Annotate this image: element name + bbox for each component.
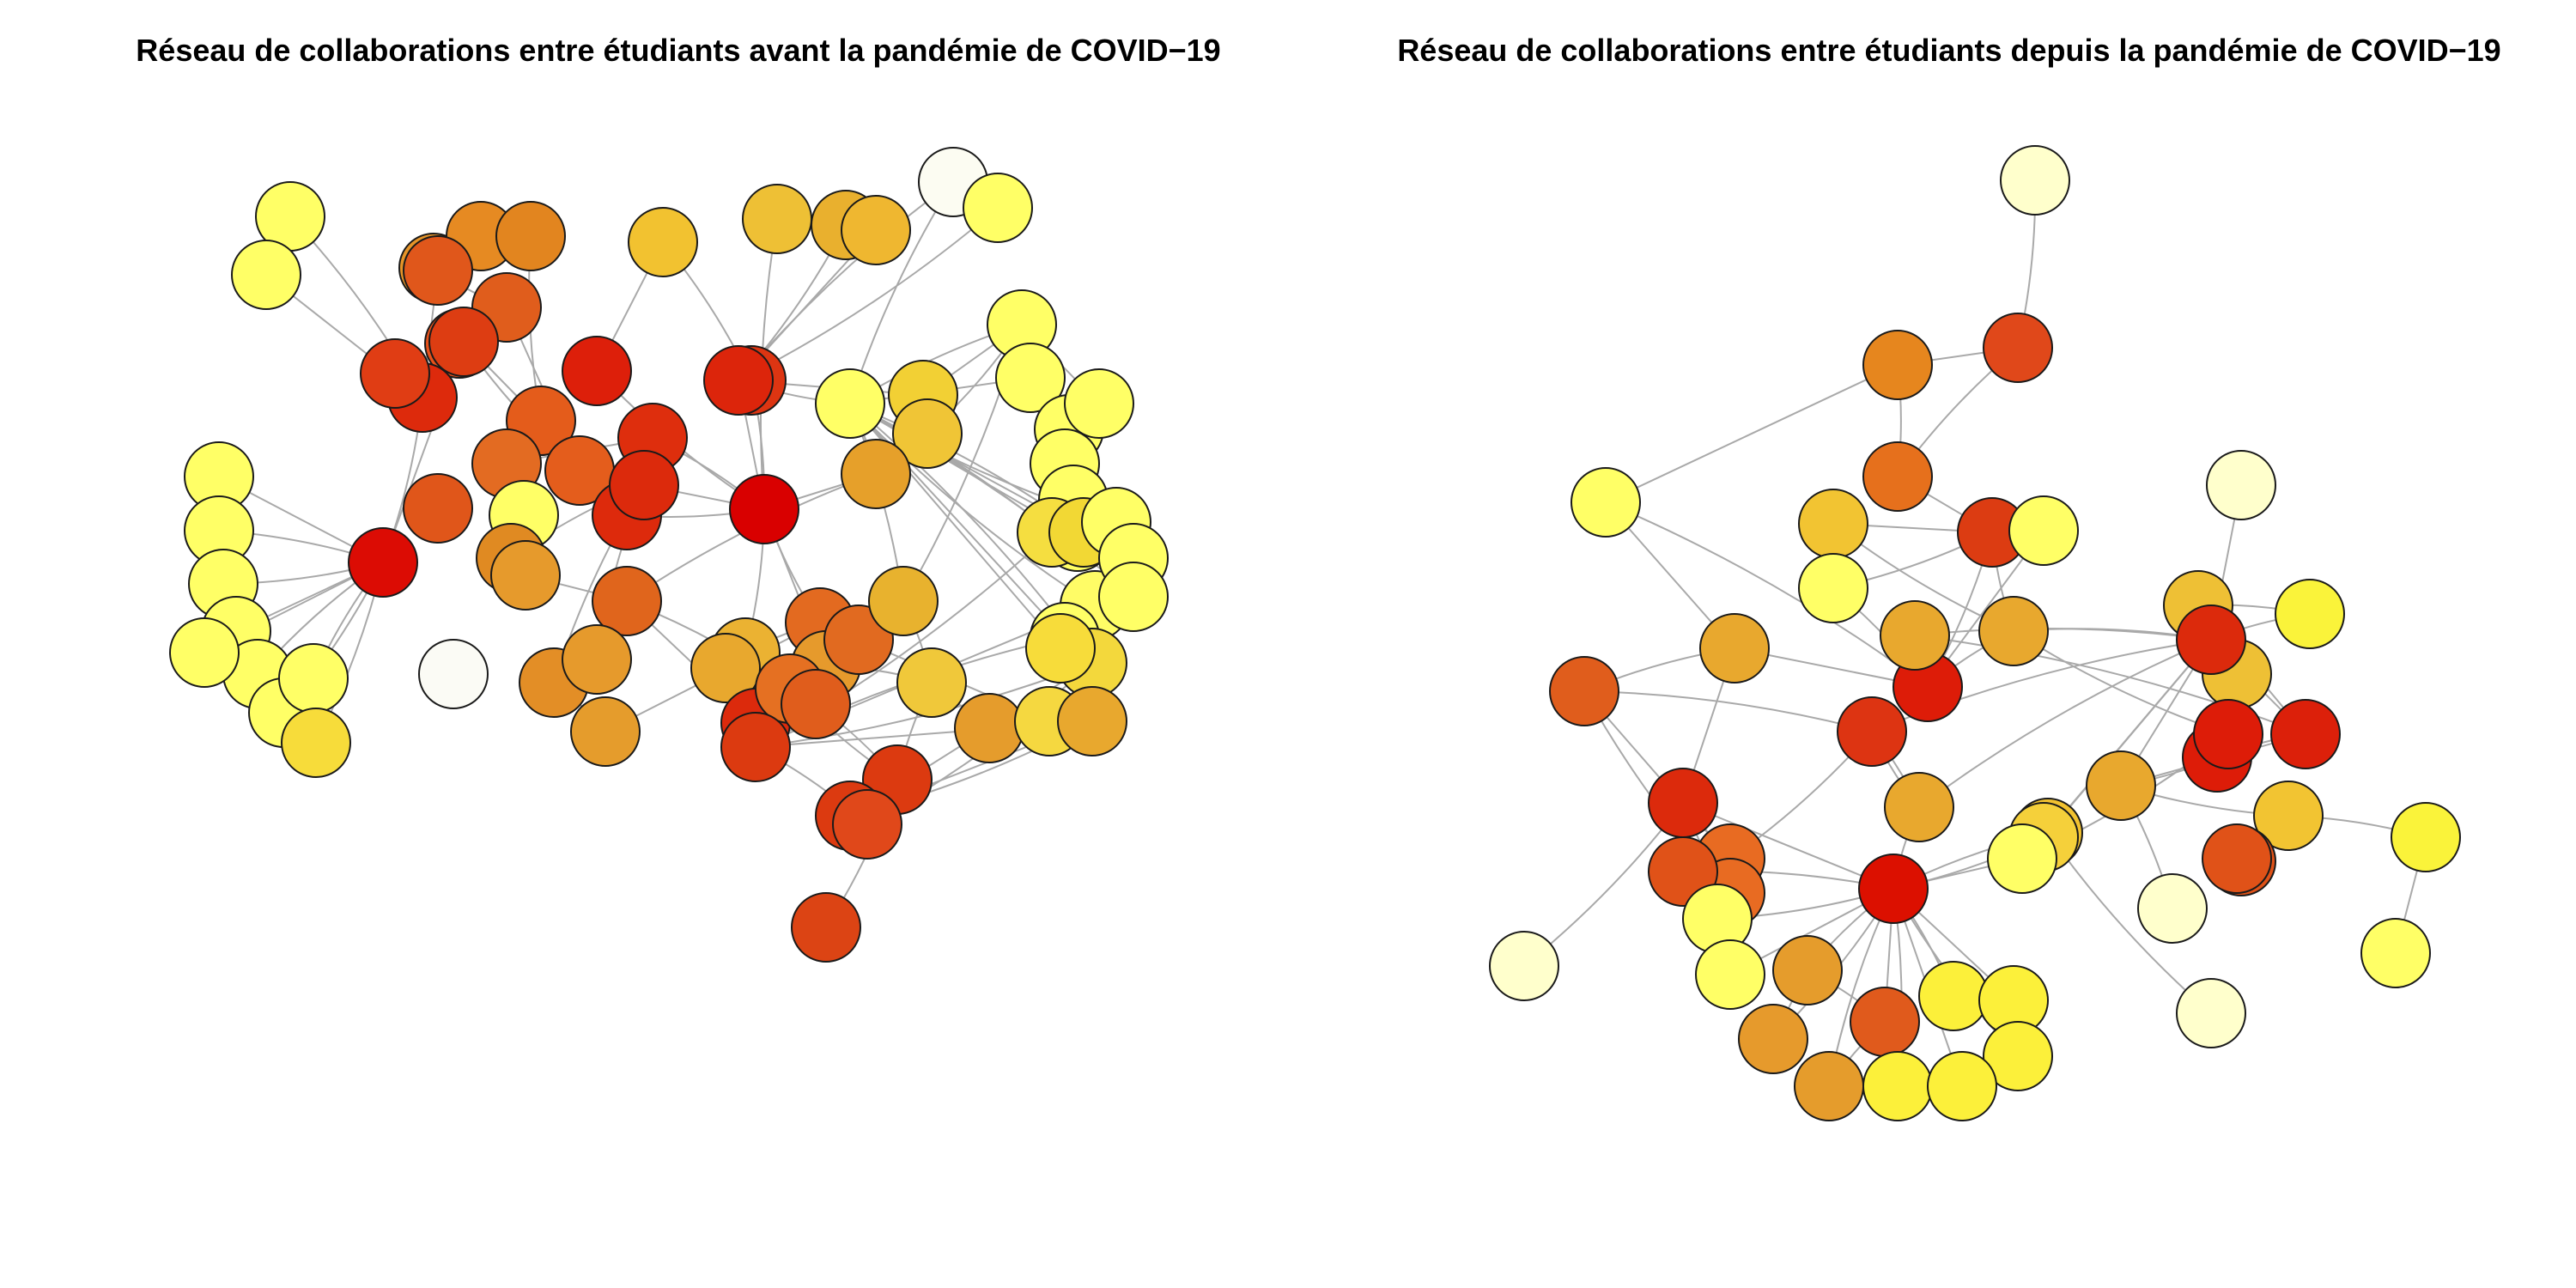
left-panel-title: Réseau de collaborations entre étudiants… <box>136 33 1221 68</box>
right-node-12 <box>1571 467 1641 538</box>
left-node-63 <box>954 693 1024 763</box>
right-network-nodes <box>1489 145 2461 1121</box>
right-node-28 <box>2137 873 2208 944</box>
right-edge <box>1918 639 2212 808</box>
right-edge <box>1914 628 2212 641</box>
left-node-22 <box>892 398 963 469</box>
right-edge <box>1605 364 1899 503</box>
left-node-67 <box>832 789 902 860</box>
left-node-16 <box>428 307 499 377</box>
right-node-35 <box>1695 939 1765 1010</box>
right-node-16 <box>1699 613 1770 683</box>
left-edge <box>849 403 1061 649</box>
right-node-0 <box>2000 145 2070 216</box>
left-node-74 <box>1057 686 1127 756</box>
right-node-44 <box>1927 1051 1997 1121</box>
right-node-40 <box>1918 961 1989 1031</box>
left-node-80 <box>278 643 349 714</box>
left-node-19 <box>703 345 774 416</box>
left-node-33 <box>403 473 473 544</box>
left-node-61 <box>868 566 939 636</box>
left-node-83 <box>281 708 351 778</box>
right-node-8 <box>2206 450 2276 520</box>
left-node-17 <box>562 336 632 406</box>
left-node-59 <box>781 669 851 739</box>
left-node-31 <box>841 439 911 509</box>
left-node-82 <box>1025 613 1096 683</box>
left-node-5 <box>628 207 698 277</box>
right-edge <box>1583 690 1873 732</box>
right-edge <box>1605 501 1929 688</box>
right-node-14 <box>2176 605 2246 675</box>
right-node-39 <box>1794 1051 1864 1121</box>
left-node-20 <box>815 368 885 439</box>
right-node-42 <box>1983 1021 2053 1091</box>
left-node-51 <box>562 624 632 695</box>
right-node-18 <box>1837 696 1907 767</box>
left-network-edges <box>204 181 1134 928</box>
left-node-79 <box>1098 562 1169 632</box>
right-node-50 <box>2193 699 2263 769</box>
left-node-24 <box>995 343 1066 413</box>
right-node-5 <box>1798 553 1868 623</box>
left-node-52 <box>570 696 641 767</box>
right-node-17 <box>1549 656 1619 726</box>
left-node-4 <box>495 201 566 271</box>
right-node-9 <box>2275 579 2345 649</box>
right-node-31 <box>1648 768 1718 838</box>
right-node-49 <box>2360 918 2431 988</box>
right-node-11 <box>1978 596 2049 666</box>
left-node-15 <box>360 338 430 409</box>
left-node-10 <box>963 173 1033 243</box>
left-node-46 <box>1064 368 1134 439</box>
right-node-45 <box>2176 978 2246 1048</box>
left-node-32 <box>729 474 799 544</box>
right-node-7 <box>2008 495 2079 566</box>
right-node-3 <box>1862 441 1933 512</box>
left-node-75 <box>791 892 861 963</box>
left-node-41 <box>609 450 679 520</box>
left-node-6 <box>742 184 812 254</box>
left-edge <box>849 403 1134 598</box>
right-node-48 <box>2391 802 2461 872</box>
left-edge <box>849 403 1066 638</box>
right-panel-title: Réseau de collaborations entre étudiants… <box>1397 33 2501 68</box>
left-network-nodes <box>169 147 1169 963</box>
right-node-21 <box>2270 699 2341 769</box>
left-node-68 <box>720 712 791 782</box>
right-node-43 <box>1862 1051 1933 1121</box>
right-node-51 <box>1987 823 2057 894</box>
left-node-8 <box>841 195 911 265</box>
left-node-62 <box>896 647 967 718</box>
left-node-34 <box>348 527 418 598</box>
right-node-4 <box>1798 489 1868 559</box>
left-node-49 <box>418 639 489 709</box>
left-node-44 <box>592 566 662 636</box>
left-node-81 <box>169 617 240 688</box>
right-node-38 <box>1850 987 1920 1057</box>
right-node-19 <box>1880 600 1950 671</box>
right-node-22 <box>1884 772 1954 842</box>
left-node-56 <box>690 633 761 703</box>
left-node-11 <box>403 235 473 306</box>
right-node-2 <box>1862 330 1933 400</box>
right-node-33 <box>1489 931 1559 1001</box>
right-node-47 <box>2202 823 2272 894</box>
right-node-1 <box>1983 313 2053 383</box>
right-node-37 <box>1738 1004 1808 1074</box>
left-node-1 <box>231 240 301 310</box>
right-node-36 <box>1772 935 1843 1005</box>
right-node-24 <box>2086 750 2156 821</box>
right-node-26 <box>1858 854 1929 924</box>
left-node-43 <box>490 540 561 611</box>
right-node-25 <box>2253 781 2324 851</box>
